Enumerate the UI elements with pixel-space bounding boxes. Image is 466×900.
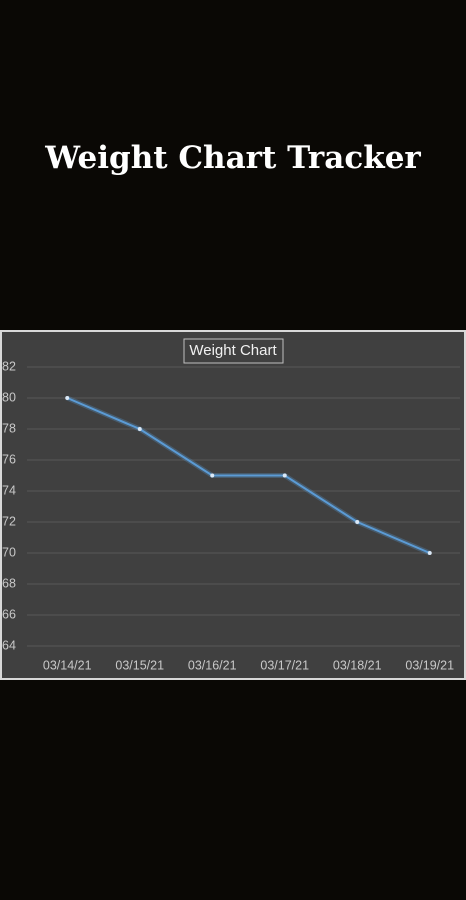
x-tick-label: 03/14/21 (43, 658, 92, 672)
series-line (66, 397, 431, 554)
x-tick-label: 03/19/21 (405, 658, 454, 672)
x-tick-label: 03/17/21 (260, 658, 309, 672)
point (65, 396, 70, 400)
y-tick-label: 80 (2, 390, 16, 404)
page-title: Weight Chart Tracker (45, 140, 421, 176)
y-tick-label: 82 (2, 359, 16, 373)
point (355, 520, 360, 524)
y-tick-label: 70 (2, 545, 16, 559)
y-tick-label: 78 (2, 421, 16, 435)
x-tick-label: 03/18/21 (333, 658, 382, 672)
title-box (183, 338, 284, 364)
point (210, 473, 215, 478)
chart: Weight Chart 64 66 68 70 72 74 76 78 80 82 03/14/2… (0, 330, 466, 680)
x-tick-label: 03/15/21 (115, 658, 164, 672)
y-tick-label: 72 (2, 514, 16, 528)
point (282, 473, 287, 478)
y-tick-label: 76 (2, 452, 16, 466)
point (427, 551, 432, 555)
chart-title: Weight Chart (189, 342, 277, 359)
y-tick-label: 74 (2, 483, 16, 497)
x-tick-label: 03/16/21 (188, 658, 237, 672)
y-tick-label: 66 (2, 607, 16, 621)
chart-panel (0, 330, 466, 680)
y-tick-label: 64 (2, 638, 16, 652)
y-tick-label: 68 (2, 576, 16, 590)
point (137, 427, 142, 431)
